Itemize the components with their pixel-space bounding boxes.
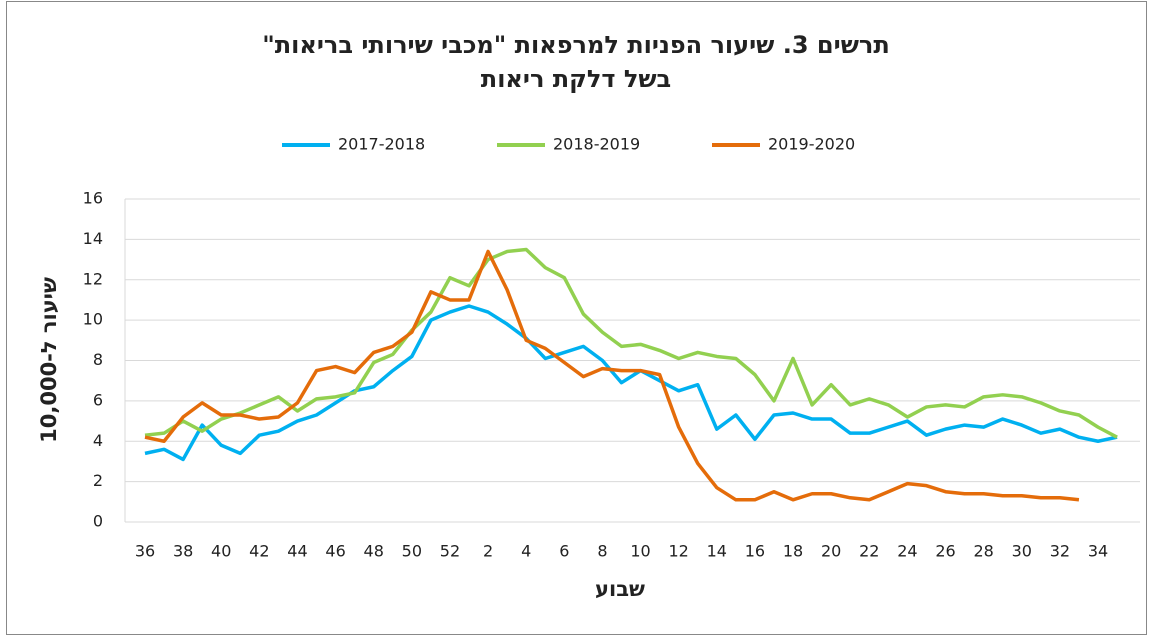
x-tick-label: 2 bbox=[483, 542, 493, 561]
legend-label: 2019-2020 bbox=[768, 135, 855, 154]
series-line bbox=[144, 249, 1080, 502]
y-tick-label: 4 bbox=[93, 431, 103, 450]
chart-frame bbox=[6, 1, 1147, 635]
x-tick-label: 52 bbox=[440, 542, 460, 561]
x-tick-label: 18 bbox=[783, 542, 803, 561]
series-line bbox=[144, 304, 1118, 462]
x-tick-label: 48 bbox=[364, 542, 384, 561]
x-tick-label: 30 bbox=[1012, 542, 1032, 561]
x-tick-label: 4 bbox=[521, 542, 531, 561]
legend-label: 2018-2019 bbox=[553, 135, 640, 154]
x-tick-label: 40 bbox=[211, 542, 231, 561]
x-tick-label: 16 bbox=[745, 542, 765, 561]
x-tick-label: 12 bbox=[669, 542, 689, 561]
series-line bbox=[144, 247, 1118, 439]
y-tick-label: 10 bbox=[83, 310, 103, 329]
y-tick-label: 16 bbox=[83, 189, 103, 208]
x-tick-label: 24 bbox=[897, 542, 917, 561]
y-tick-label: 2 bbox=[93, 471, 103, 490]
x-tick-label: 26 bbox=[935, 542, 955, 561]
x-tick-label: 20 bbox=[821, 542, 841, 561]
x-tick-label: 10 bbox=[630, 542, 650, 561]
chart-title: תרשים 3. שיעור הפניות למרפאות "מכבי שירו… bbox=[262, 31, 890, 59]
y-tick-label: 0 bbox=[93, 512, 103, 531]
x-tick-label: 34 bbox=[1088, 542, 1108, 561]
x-axis-title: שבוע bbox=[595, 577, 645, 601]
x-tick-label: 14 bbox=[707, 542, 727, 561]
x-tick-label: 50 bbox=[402, 542, 422, 561]
chart-title: בשל דלקת ריאות bbox=[481, 65, 671, 93]
x-tick-label: 36 bbox=[135, 542, 155, 561]
x-tick-label: 42 bbox=[249, 542, 269, 561]
y-axis-title: שיעור ל-10,000 bbox=[37, 277, 61, 443]
legend-label: 2017-2018 bbox=[338, 135, 425, 154]
x-tick-label: 44 bbox=[287, 542, 307, 561]
x-tick-label: 38 bbox=[173, 542, 193, 561]
y-tick-label: 8 bbox=[93, 350, 103, 369]
x-tick-label: 22 bbox=[859, 542, 879, 561]
x-tick-label: 6 bbox=[559, 542, 569, 561]
x-tick-label: 46 bbox=[325, 542, 345, 561]
x-tick-label: 28 bbox=[973, 542, 993, 561]
y-tick-label: 14 bbox=[83, 229, 103, 248]
y-tick-label: 6 bbox=[93, 390, 103, 409]
x-tick-label: 32 bbox=[1050, 542, 1070, 561]
y-tick-label: 12 bbox=[83, 269, 103, 288]
x-tick-label: 8 bbox=[597, 542, 607, 561]
